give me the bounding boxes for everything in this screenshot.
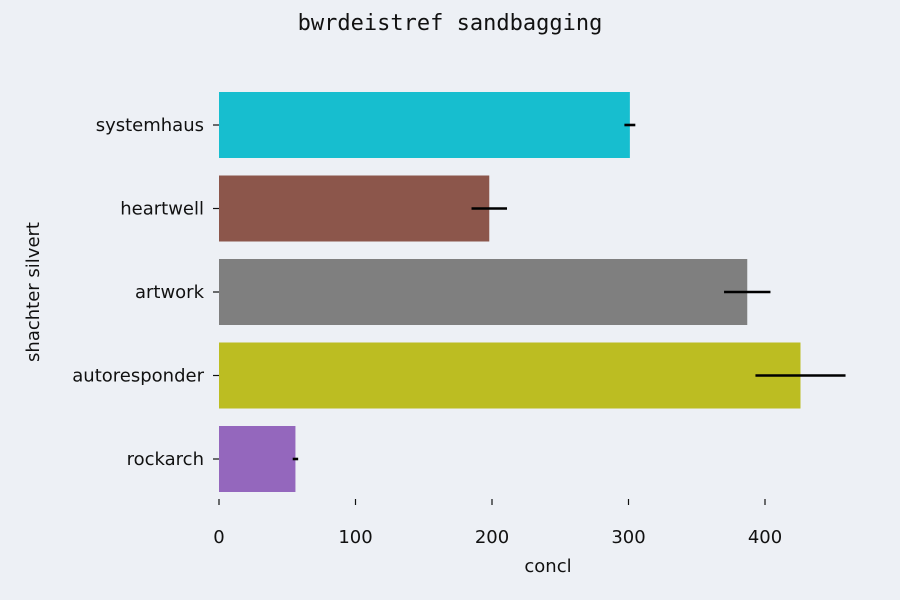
x-tick-label: 400: [748, 527, 782, 548]
y-tick-label: systemhaus: [96, 115, 204, 136]
x-axis: 0 100 200 300 400: [213, 499, 782, 548]
x-axis-label: concl: [524, 556, 571, 577]
y-tick-label: artwork: [135, 282, 205, 303]
x-tick-label: 100: [338, 527, 372, 548]
chart-title: bwrdeistref sandbagging: [298, 11, 603, 36]
y-axis: systemhaus heartwell artwork autoresponder r…: [72, 115, 219, 470]
x-tick-label: 300: [611, 527, 645, 548]
error-bars-layer: [292, 123, 846, 461]
bar-heartwell: [219, 175, 490, 242]
y-tick-label: rockarch: [127, 449, 204, 470]
bar-artwork: [219, 259, 748, 325]
x-tick-label: 0: [213, 527, 224, 548]
y-tick-label: heartwell: [120, 199, 204, 220]
x-tick-label: 200: [475, 527, 509, 548]
bar-rockarch: [219, 426, 296, 492]
bar-systemhaus: [219, 92, 630, 158]
bars-layer: [219, 92, 801, 492]
bar-autoresponder: [219, 342, 801, 409]
y-tick-label: autoresponder: [72, 366, 204, 387]
y-axis-label: shachter silvert: [23, 222, 44, 362]
